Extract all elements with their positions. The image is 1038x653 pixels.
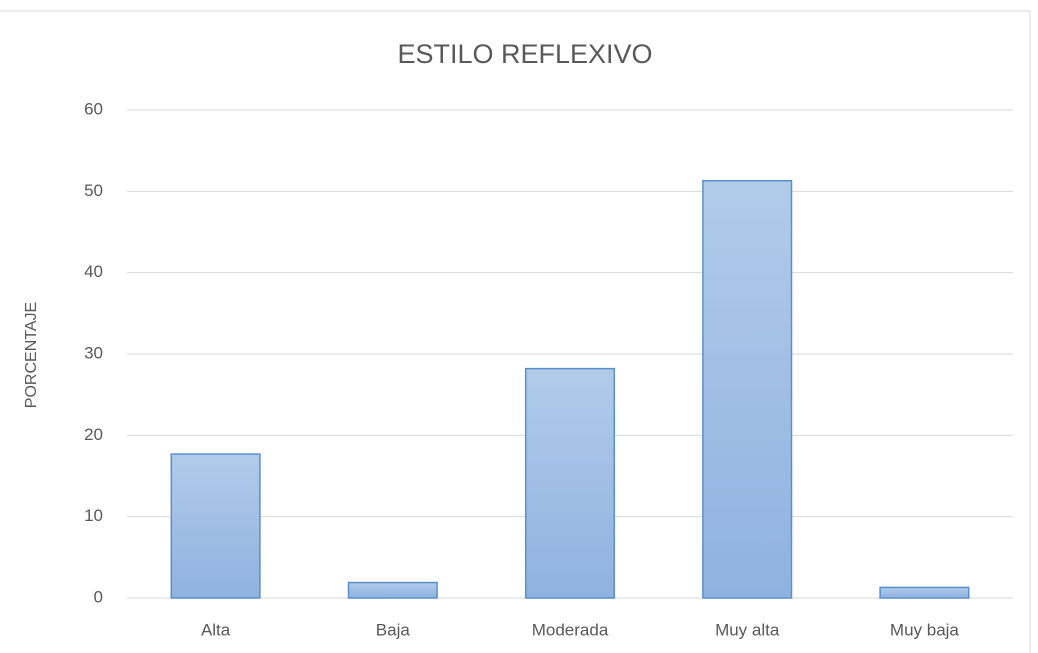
y-tick-label: 60 — [84, 99, 103, 118]
chart-frame — [0, 10, 1031, 653]
y-tick-label: 10 — [84, 506, 103, 525]
y-tick-label: 30 — [84, 343, 103, 362]
bar — [347, 581, 438, 599]
chart-title: ESTILO REFLEXIVO — [397, 39, 652, 69]
x-tick-label: Muy alta — [715, 620, 780, 639]
bar — [702, 180, 793, 599]
x-tick-label: Alta — [201, 620, 231, 639]
x-tick-label: Baja — [376, 620, 411, 639]
y-tick-label: 50 — [84, 181, 103, 200]
bar — [524, 367, 616, 599]
y-tick-label: 20 — [84, 425, 103, 444]
x-tick-label: Muy baja — [890, 620, 960, 639]
y-tick-label: 40 — [84, 262, 103, 281]
y-axis-label: PORCENTAJE — [23, 302, 40, 408]
x-tick-label: Moderada — [532, 620, 609, 639]
y-tick-label: 0 — [94, 587, 103, 606]
bar — [879, 586, 970, 599]
bar — [170, 453, 261, 599]
